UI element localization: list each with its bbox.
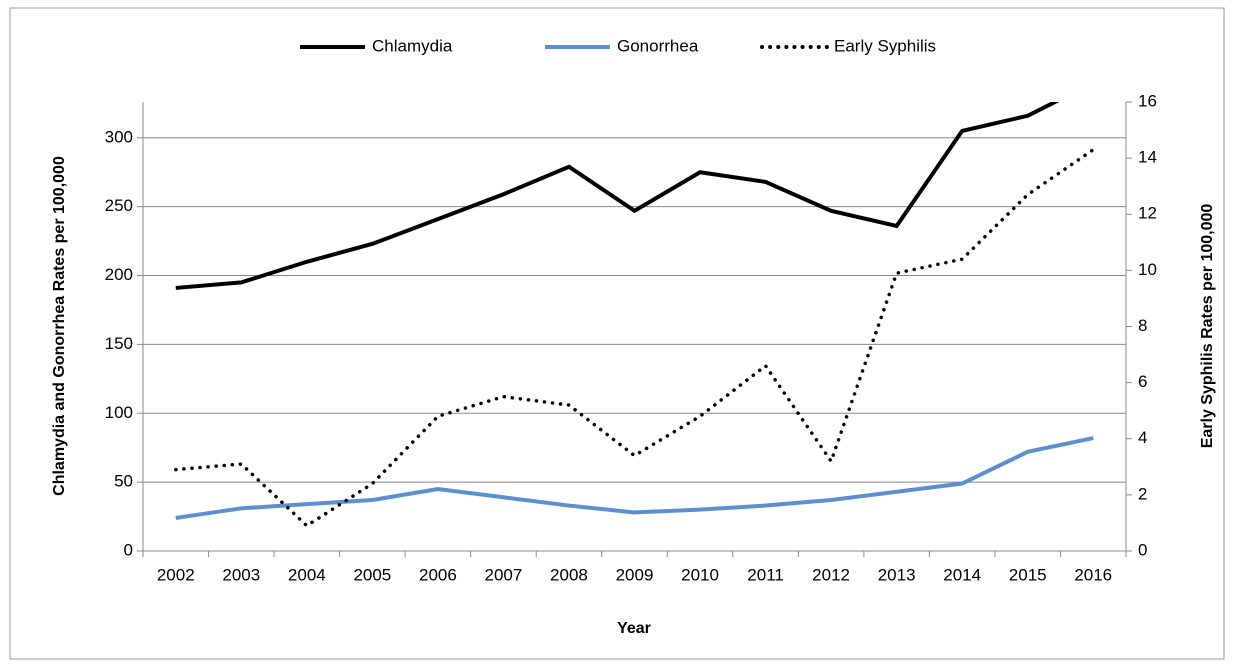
series-line <box>175 102 1060 290</box>
y-axis-title: Chlamydia and Gonorrhea Rates per 100,00… <box>51 156 68 496</box>
legend-label: Gonorrhea <box>617 36 699 55</box>
x-tick-label: 2002 <box>157 565 195 584</box>
y2-tick-label: 4 <box>1138 428 1147 447</box>
series-line <box>175 436 1094 520</box>
x-tick-label: 2012 <box>812 565 850 584</box>
y2-tick-label: 2 <box>1138 484 1147 503</box>
x-tick-label: 2006 <box>419 565 457 584</box>
y2-tick-label: 14 <box>1138 148 1157 167</box>
y2-tick-label: 10 <box>1138 260 1157 279</box>
y2-tick-label: 12 <box>1138 204 1157 223</box>
x-tick-label: 2014 <box>943 565 981 584</box>
y-tick-label: 50 <box>114 472 133 491</box>
x-axis-title: Year <box>617 620 651 637</box>
y-tick-label: 150 <box>105 334 133 353</box>
x-tick-label: 2009 <box>616 565 654 584</box>
y-tick-label: 250 <box>105 196 133 215</box>
x-tick-label: 2010 <box>681 565 719 584</box>
y2-tick-label: 16 <box>1138 91 1157 110</box>
x-tick-label: 2015 <box>1009 565 1047 584</box>
x-tick-label: 2008 <box>550 565 588 584</box>
y-tick-label: 200 <box>105 265 133 284</box>
x-tick-label: 2004 <box>288 565 326 584</box>
y-tick-label: 300 <box>105 127 133 146</box>
plot-lines <box>174 102 1095 528</box>
y2-axis-title: Early Syphilis Rates per 100,000 <box>1199 204 1216 449</box>
y-tick-label: 0 <box>124 540 133 559</box>
legend-label: Early Syphilis <box>834 36 936 55</box>
y2-tick-label: 8 <box>1138 316 1147 335</box>
y2-tick-label: 6 <box>1138 372 1147 391</box>
y-tick-label: 100 <box>105 403 133 422</box>
x-tick-label: 2013 <box>878 565 916 584</box>
x-tick-label: 2007 <box>485 565 523 584</box>
chart-border <box>9 7 1225 660</box>
x-tick-label: 2005 <box>353 565 391 584</box>
x-tick-label: 2011 <box>747 565 784 584</box>
x-tick-label: 2016 <box>1074 565 1112 584</box>
x-tick-label: 2003 <box>222 565 260 584</box>
y2-tick-label: 0 <box>1138 540 1147 559</box>
legend-label: Chlamydia <box>372 36 453 55</box>
